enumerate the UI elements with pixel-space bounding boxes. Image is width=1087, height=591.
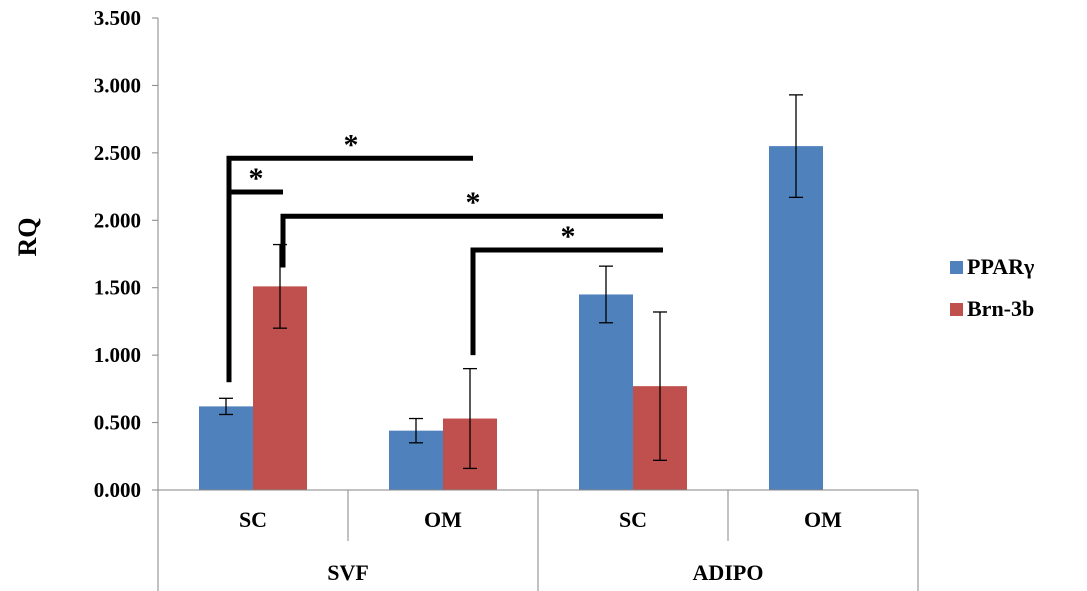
x-group-label: ADIPO [693, 560, 764, 585]
x-group-label: SVF [327, 560, 369, 585]
significance-star: * [466, 186, 481, 219]
bar-PPARγ-3 [769, 146, 823, 490]
significance-bracket [280, 213, 663, 268]
y-tick-label: 3.000 [94, 73, 141, 97]
legend-swatch [950, 261, 963, 274]
bar-PPARγ-2 [579, 294, 633, 490]
y-tick-label: 3.500 [94, 6, 141, 30]
x-category-label: SC [239, 507, 267, 532]
y-tick-label: 1.500 [94, 276, 141, 300]
x-category-label: SC [619, 507, 647, 532]
x-category-label: OM [804, 507, 842, 532]
legend-swatch [950, 303, 963, 316]
significance-bracket [226, 189, 283, 383]
legend-label: PPARγ [967, 254, 1034, 279]
significance-star: * [561, 220, 576, 253]
y-tick-label: 0.500 [94, 411, 141, 435]
y-axis: 0.000 0.500 1.000 1.500 2.000 2.500 3.000 3.500 [94, 6, 159, 502]
x-axis: SC OM SC OM SVF ADIPO [157, 489, 919, 591]
bars [199, 146, 823, 490]
significance-star: * [344, 128, 359, 161]
y-tick-label: 0.000 [94, 478, 141, 502]
significance-star: * [249, 162, 264, 195]
y-tick-label: 2.000 [94, 208, 141, 232]
legend-label: Brn-3b [967, 296, 1034, 321]
y-axis-title: RQ [13, 218, 42, 257]
significance-bracket [470, 247, 663, 356]
legend: PPARγ Brn-3b [950, 254, 1034, 321]
significance-brackets: * * * * [226, 128, 663, 383]
bar-PPARγ-0 [199, 406, 253, 490]
x-category-label: OM [424, 507, 462, 532]
y-tick-label: 2.500 [94, 141, 141, 165]
y-tick-label: 1.000 [94, 343, 141, 367]
